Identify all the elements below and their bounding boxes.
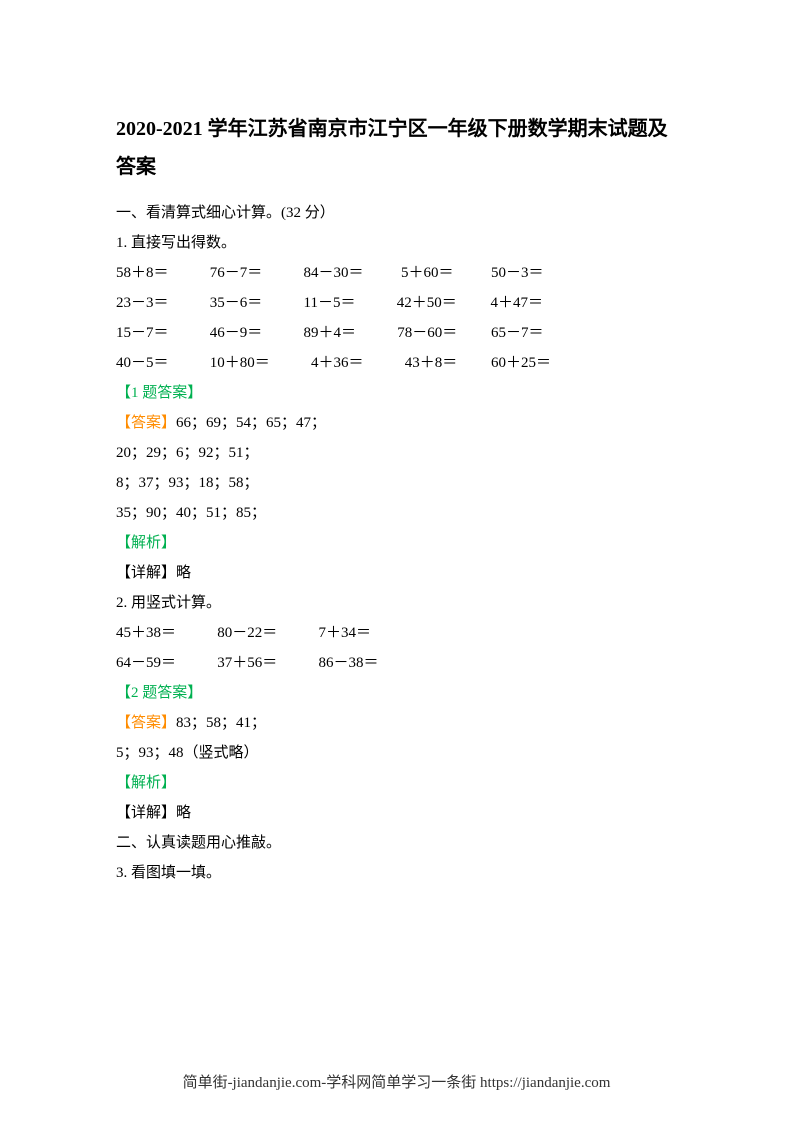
q1-answer-line-0: 【答案】66；69；54；65；47；	[116, 408, 677, 438]
question-2-label: 2. 用竖式计算。	[116, 588, 677, 618]
section-2-header: 二、认真读题用心推敲。	[116, 828, 677, 858]
q1-answer-label: 【1 题答案】	[116, 378, 677, 408]
q2-analysis-label: 【解析】	[116, 768, 677, 798]
q2-row-1: 64－59＝ 37＋56＝ 86－38＝	[116, 648, 677, 678]
question-3-label: 3. 看图填一填。	[116, 858, 677, 888]
q1-detail: 【详解】略	[116, 558, 677, 588]
q1-row-0: 58＋8＝ 76－7＝ 84－30＝ 5＋60＝ 50－3＝	[116, 258, 677, 288]
q2-answer-line-1: 5；93；48（竖式略）	[116, 738, 677, 768]
q2-answer-0: 83；58；41；	[176, 715, 266, 731]
question-1-label: 1. 直接写出得数。	[116, 228, 677, 258]
q2-answer-line-0: 【答案】83；58；41；	[116, 708, 677, 738]
document-title: 2020-2021 学年江苏省南京市江宁区一年级下册数学期末试题及答案	[116, 110, 677, 186]
q1-answer-0: 66；69；54；65；47；	[176, 415, 326, 431]
page-footer: 简单街-jiandanjie.com-学科网简单学习一条街 https://ji…	[0, 1071, 793, 1092]
q1-row-2: 15－7＝ 46－9＝ 89＋4＝ 78－60＝ 65－7＝	[116, 318, 677, 348]
q2-row-0: 45＋38＝ 80－22＝ 7＋34＝	[116, 618, 677, 648]
q1-row-3: 40－5＝ 10＋80＝ 4＋36＝ 43＋8＝ 60＋25＝	[116, 348, 677, 378]
q1-answer-prefix: 【答案】	[116, 415, 176, 431]
section-1-header: 一、看清算式细心计算。(32 分）	[116, 198, 677, 228]
q1-analysis-label: 【解析】	[116, 528, 677, 558]
q1-answer-line-3: 35；90；40；51；85；	[116, 498, 677, 528]
q1-answer-line-2: 8；37；93；18；58；	[116, 468, 677, 498]
q1-row-1: 23－3＝ 35－6＝ 11－5＝ 42＋50＝ 4＋47＝	[116, 288, 677, 318]
q2-answer-label: 【2 题答案】	[116, 678, 677, 708]
q2-detail: 【详解】略	[116, 798, 677, 828]
q2-answer-prefix: 【答案】	[116, 715, 176, 731]
q1-answer-line-1: 20；29；6；92；51；	[116, 438, 677, 468]
